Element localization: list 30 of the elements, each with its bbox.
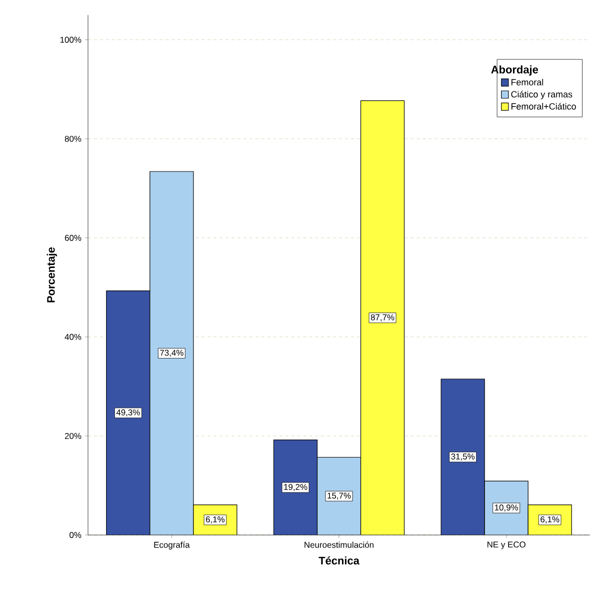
bar [317,457,361,535]
data-label: 6,1% [540,516,560,524]
bar [360,100,404,535]
legend-label: Femoral [511,78,544,86]
bar [274,440,318,535]
x-tick-label: Ecografía [154,542,190,550]
data-label: 6,1% [206,516,225,524]
bar [150,171,194,535]
y-tick-label: 0% [70,532,82,538]
data-label: 49,3% [116,409,140,416]
data-label: 10,9% [494,504,518,512]
y-tick-label: 60% [64,234,82,241]
legend-label: Femoral+Ciático [511,102,576,110]
y-tick-label: 80% [64,136,82,142]
y-tick-label: 100% [60,36,82,43]
y-tick-label: 20% [64,432,82,439]
data-label: 15,7% [328,492,351,500]
x-tick-label: NE y ECO [487,542,526,550]
legend-title: Abordaje [491,65,538,76]
data-label: 87,7% [370,314,394,322]
bar [440,378,485,535]
data-label: 19,2% [284,484,308,491]
y-axis-title: Porcentaje [46,247,57,302]
data-label: 73,4% [160,350,184,357]
x-axis-title: Técnica [318,556,360,564]
bar [106,290,150,535]
data-label: 31,5% [451,454,475,460]
legend-label: Ciático y ramas [511,90,572,100]
x-tick-label: Neuroestimulación [304,542,374,548]
y-tick-label: 40% [64,334,82,340]
